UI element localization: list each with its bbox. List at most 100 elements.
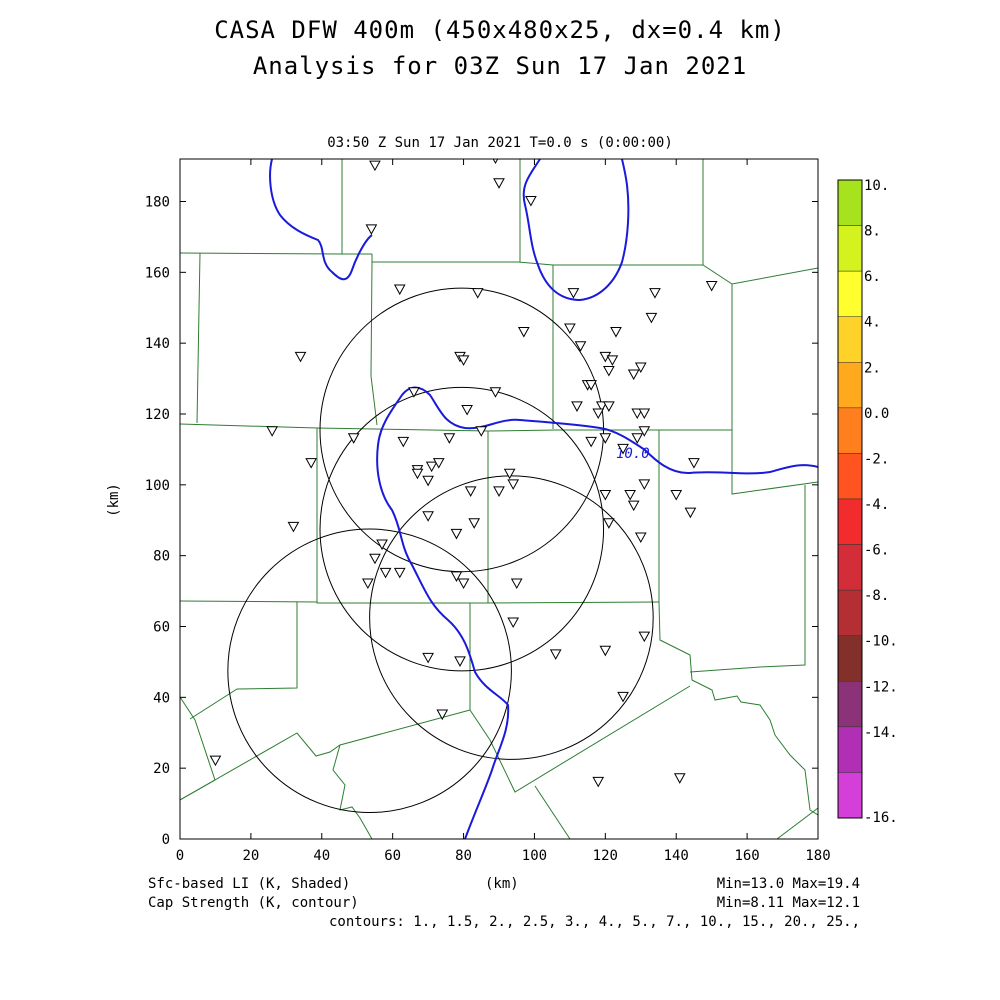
- colorbar-swatch: [837, 316, 863, 363]
- station-marker: [457, 578, 470, 590]
- station-marker: [443, 433, 456, 444]
- county-line: [180, 600, 318, 603]
- station-marker: [365, 224, 378, 235]
- station-marker: [362, 578, 374, 590]
- station-marker: [507, 479, 520, 490]
- contour-line-west: [269, 159, 373, 281]
- y-tick-label: 100: [145, 478, 170, 494]
- contour-line-main: [376, 386, 818, 839]
- y-tick-label: 60: [153, 620, 170, 636]
- station-marker: [617, 691, 629, 703]
- y-tick-label: 160: [145, 265, 170, 281]
- station-marker: [422, 652, 434, 664]
- station-marker: [631, 408, 644, 420]
- y-tick-label: 0: [162, 832, 170, 848]
- county-boundaries: [180, 159, 818, 839]
- colorbar-swatch: [837, 270, 863, 317]
- station-marker: [294, 351, 307, 363]
- x-tick-label: 80: [455, 848, 472, 864]
- shaded-min-max: Min=13.0 Max=19.4: [716, 876, 860, 892]
- colorbar-swatch: [837, 407, 863, 454]
- colorbar-swatch: [837, 225, 863, 272]
- station-marker: [369, 553, 381, 565]
- county-line: [316, 428, 660, 604]
- colorbar-swatch: [837, 179, 863, 226]
- station-marker: [461, 404, 473, 416]
- colorbar-label: -14.: [864, 725, 898, 741]
- y-tick-label: 140: [145, 336, 170, 352]
- colorbar-label: -8.: [864, 588, 889, 604]
- colorbar-swatch: [837, 453, 863, 500]
- station-marker: [585, 436, 598, 448]
- plot-frame: [179, 158, 819, 840]
- station-marker: [393, 284, 406, 296]
- footer-shaded-label: Sfc-based LI (K, Shaded): [148, 876, 351, 892]
- colorbar-swatch: [837, 362, 863, 409]
- colorbar-swatch: [837, 635, 863, 682]
- station-marker: [549, 649, 562, 660]
- station-marker: [493, 178, 505, 189]
- station-marker: [376, 539, 388, 551]
- station-marker: [369, 160, 381, 172]
- station-marker: [617, 443, 629, 455]
- station-marker: [705, 281, 718, 292]
- cap-strength-contour: [269, 159, 818, 839]
- station-markers: [209, 159, 718, 788]
- station-marker: [684, 507, 697, 519]
- station-marker: [489, 387, 502, 398]
- station-marker: [638, 408, 651, 420]
- station-marker: [645, 312, 658, 324]
- y-tick-label: 120: [145, 407, 170, 423]
- station-marker: [627, 500, 640, 512]
- station-marker: [425, 461, 438, 473]
- station-marker: [592, 408, 605, 420]
- station-marker: [564, 323, 576, 335]
- y-tick-label: 40: [153, 690, 170, 706]
- station-marker: [624, 489, 636, 501]
- y-tick-label: 20: [153, 761, 170, 777]
- radar-ring-4: [227, 528, 512, 814]
- county-line: [689, 485, 806, 673]
- colorbar-swatch: [837, 589, 863, 636]
- y-tick-label: 80: [153, 549, 170, 565]
- colorbar-swatch: [837, 726, 863, 773]
- station-marker: [649, 288, 661, 299]
- county-line: [658, 430, 818, 816]
- station-marker: [567, 288, 580, 299]
- y-axis-label: (km): [106, 483, 122, 517]
- station-marker: [468, 518, 481, 529]
- contour-line-central: [522, 159, 630, 302]
- station-marker: [585, 380, 598, 391]
- station-marker: [422, 475, 434, 487]
- station-marker: [422, 511, 434, 522]
- contour-levels: contours: 1., 1.5, 2., 2.5, 3., 4., 5., …: [328, 914, 860, 930]
- colorbar-label: 10.: [864, 178, 889, 194]
- station-marker: [638, 426, 651, 437]
- station-marker: [393, 567, 406, 579]
- station-marker: [592, 776, 605, 788]
- station-marker: [450, 528, 463, 540]
- station-marker: [432, 458, 445, 469]
- station-marker: [638, 479, 651, 490]
- x-tick-label: 0: [176, 848, 184, 864]
- station-marker: [610, 327, 622, 338]
- station-marker: [475, 426, 488, 437]
- station-marker: [571, 401, 583, 412]
- colorbar-label: 8.: [864, 224, 881, 240]
- colorbar-label: 4.: [864, 315, 881, 331]
- station-marker: [673, 773, 686, 784]
- station-marker: [347, 433, 360, 444]
- colorbar-label: 0.0: [864, 406, 889, 422]
- station-marker: [525, 196, 537, 207]
- station-marker: [631, 433, 644, 444]
- station-marker: [436, 709, 449, 721]
- x-tick-label: 120: [593, 848, 618, 864]
- station-marker: [574, 341, 587, 352]
- footer-contour-label: Cap Strength (K, contour): [148, 895, 359, 911]
- x-tick-label: 140: [664, 848, 689, 864]
- y-tick-label: 180: [145, 195, 170, 211]
- x-tick-label: 180: [805, 848, 830, 864]
- station-marker: [603, 401, 615, 412]
- county-line: [196, 252, 201, 424]
